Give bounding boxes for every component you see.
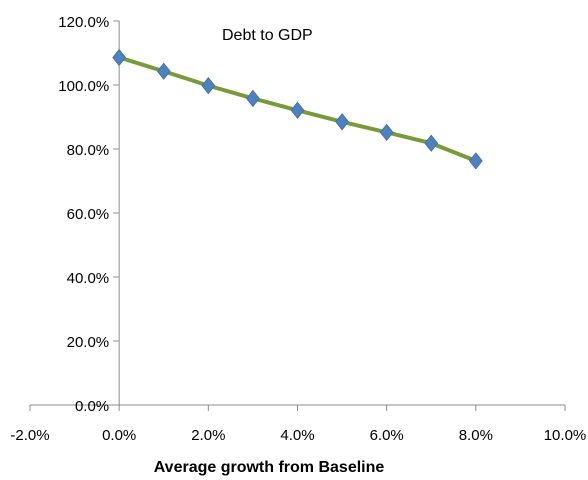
- text-layer: Debt to GDP Average growth from Baseline…: [10, 14, 586, 476]
- y-tick-label: 40.0%: [67, 270, 110, 287]
- y-tick-label: 20.0%: [67, 334, 110, 351]
- y-tick-label: 100.0%: [58, 78, 109, 95]
- data-point-marker: [290, 101, 305, 119]
- data-point-marker: [379, 123, 394, 142]
- data-point-marker: [335, 113, 349, 131]
- data-point-marker: [246, 89, 260, 108]
- chart-title: Debt to GDP: [222, 27, 313, 44]
- y-tick-label: 0.0%: [75, 398, 109, 415]
- data-point-marker: [156, 62, 171, 80]
- x-tick-label: -2.0%: [10, 427, 49, 444]
- axes: [29, 20, 566, 411]
- y-tick-label: 60.0%: [67, 206, 110, 223]
- x-tick-label: 0.0%: [102, 427, 136, 444]
- y-tick-label: 80.0%: [67, 142, 110, 159]
- y-tick-label: 120.0%: [58, 14, 109, 31]
- series-layer: [112, 48, 483, 170]
- x-tick-label: 4.0%: [280, 427, 314, 444]
- data-point-marker: [112, 48, 127, 67]
- x-tick-label: 8.0%: [459, 427, 493, 444]
- x-tick-label: 2.0%: [191, 427, 225, 444]
- data-point-marker: [201, 76, 216, 95]
- x-axis-title: Average growth from Baseline: [154, 459, 385, 476]
- x-tick-label: 6.0%: [370, 427, 404, 444]
- data-point-marker: [468, 152, 483, 170]
- data-point-marker: [424, 134, 439, 152]
- x-tick-label: 10.0%: [544, 427, 587, 444]
